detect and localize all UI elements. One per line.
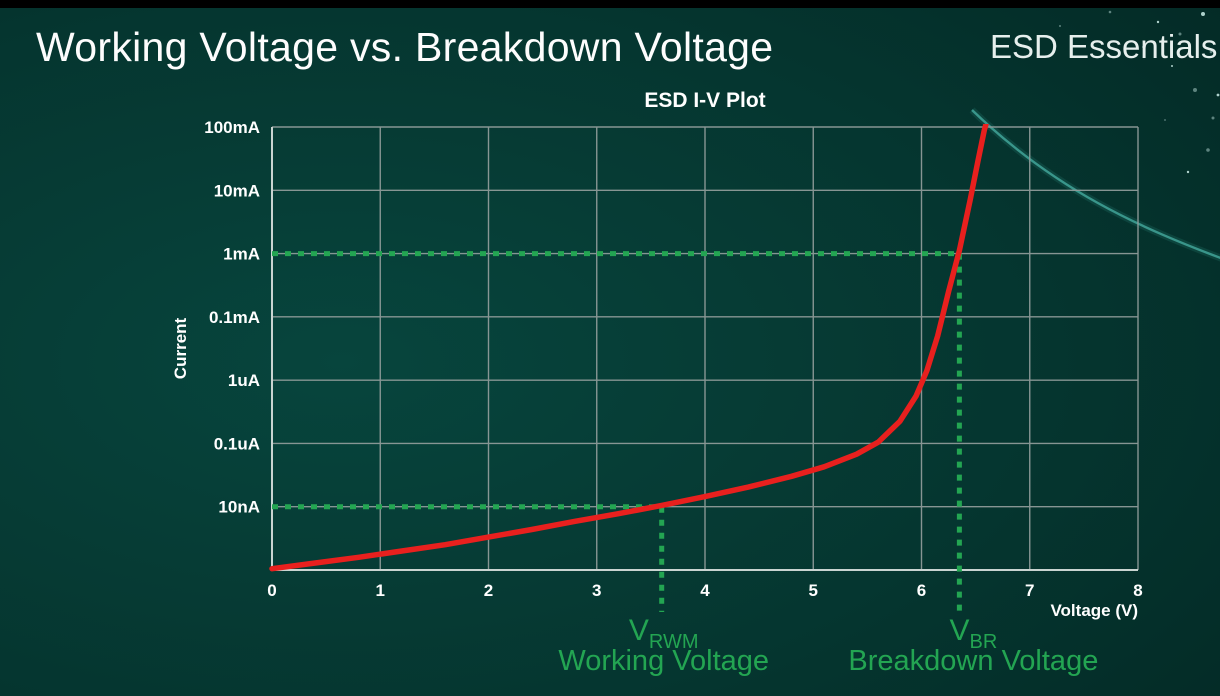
svg-text:Current: Current	[171, 317, 190, 379]
svg-text:7: 7	[1025, 581, 1034, 600]
svg-text:Working Voltage: Working Voltage	[558, 645, 769, 677]
star-dots	[1059, 10, 1220, 174]
axes	[271, 127, 1138, 571]
svg-text:0.1uA: 0.1uA	[214, 434, 260, 453]
svg-text:Breakdown Voltage: Breakdown Voltage	[848, 645, 1098, 677]
svg-text:ESD I-V Plot: ESD I-V Plot	[644, 89, 765, 112]
svg-text:2: 2	[484, 581, 493, 600]
svg-text:5: 5	[809, 581, 818, 600]
brand-text: ESD Essentials	[990, 28, 1218, 65]
letterbox-bar	[0, 0, 1220, 8]
grid-lines	[271, 126, 1139, 571]
svg-text:4: 4	[700, 581, 710, 600]
svg-text:8: 8	[1133, 581, 1142, 600]
svg-text:1: 1	[376, 581, 385, 600]
svg-text:3: 3	[592, 581, 601, 600]
slide-title: Working Voltage vs. Breakdown Voltage	[36, 24, 774, 70]
svg-text:10mA: 10mA	[214, 181, 260, 200]
svg-text:1uA: 1uA	[228, 371, 260, 390]
svg-text:Voltage (V): Voltage (V)	[1050, 601, 1138, 620]
svg-text:100mA: 100mA	[204, 118, 260, 137]
svg-text:0: 0	[267, 581, 276, 600]
axis-labels: 100mA 10mA 1mA 0.1mA 1uA 0.1uA 10nA 0 1 2 3 4 5 6 7 8 ES…	[171, 89, 1143, 620]
swoosh-curve	[969, 107, 1220, 262]
svg-text:6: 6	[917, 581, 926, 600]
svg-text:VRWM: VRWM	[629, 614, 699, 653]
svg-text:10nA: 10nA	[218, 498, 260, 517]
iv-curve	[269, 124, 989, 572]
svg-text:VBR: VBR	[949, 614, 997, 653]
svg-text:1mA: 1mA	[223, 245, 260, 264]
svg-text:0.1mA: 0.1mA	[209, 308, 260, 327]
